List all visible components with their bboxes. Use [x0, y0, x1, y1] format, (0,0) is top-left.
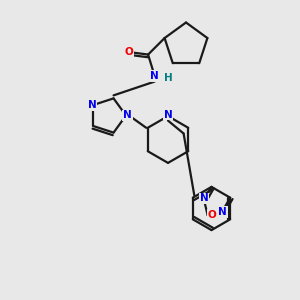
Text: N: N — [123, 110, 132, 121]
Text: N: N — [150, 71, 159, 81]
Text: H: H — [164, 73, 172, 82]
Text: N: N — [200, 194, 208, 203]
Text: O: O — [208, 210, 217, 220]
Text: N: N — [218, 207, 227, 217]
Text: N: N — [164, 110, 172, 120]
Text: N: N — [88, 100, 96, 110]
Text: O: O — [124, 47, 133, 57]
